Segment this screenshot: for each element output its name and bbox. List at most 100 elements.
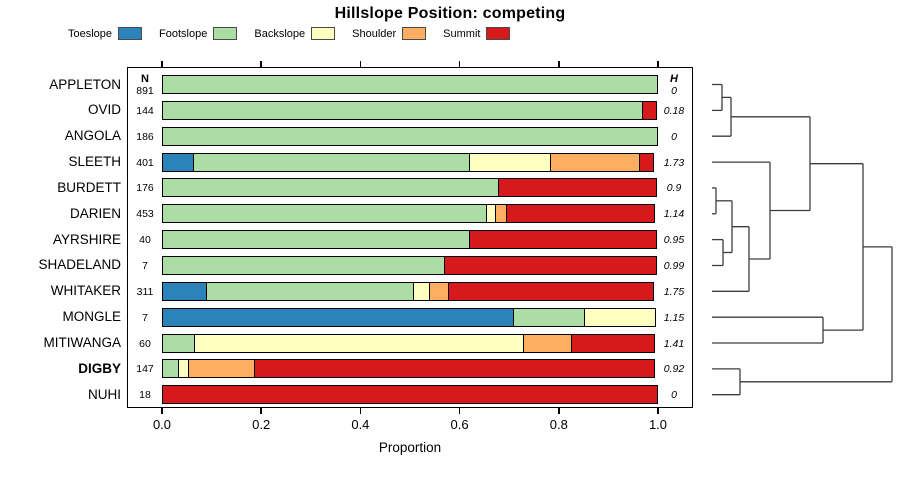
bar-segment-summit xyxy=(639,152,654,172)
bar-ovid xyxy=(162,100,657,120)
bar-mitiwanga xyxy=(162,333,655,353)
bar-segment-summit xyxy=(642,100,657,120)
x-axis-tick-label: 0.4 xyxy=(351,417,370,432)
row-label-burdett: BURDETT xyxy=(57,179,121,195)
bar-segment-footslope xyxy=(162,126,658,146)
legend-swatch-backslope xyxy=(311,27,336,40)
bar-angola xyxy=(162,126,658,146)
legend-item-summit: Summit xyxy=(443,27,511,40)
x-axis-tick-label: 0.2 xyxy=(252,417,271,432)
h-value-shadeland: 0.99 xyxy=(663,259,685,272)
x-axis-tick-label: 0.0 xyxy=(152,417,172,432)
x-axis-tick-bottom xyxy=(260,408,262,414)
x-axis-tick-top xyxy=(558,61,560,67)
row-label-nuhi: NUHI xyxy=(88,386,121,402)
bar-segment-backslope xyxy=(412,281,431,301)
bar-segment-shoulder xyxy=(188,359,256,379)
bar-segment-summit xyxy=(162,385,658,405)
legend-swatch-footslope xyxy=(213,27,238,40)
legend-label-footslope: Footslope xyxy=(159,27,208,40)
bar-segment-footslope xyxy=(162,359,180,379)
bar-segment-shoulder xyxy=(523,333,572,353)
h-value-ovid: 0.18 xyxy=(663,104,685,117)
legend-label-shoulder: Shoulder xyxy=(352,27,397,40)
x-axis-tick-bottom xyxy=(359,408,362,414)
bar-segment-summit xyxy=(570,333,655,353)
h-value-darien: 1.14 xyxy=(663,208,685,221)
bar-segment-footslope xyxy=(162,204,487,224)
bar-mongle xyxy=(162,307,656,327)
bar-shadeland xyxy=(162,255,657,275)
bar-segment-shoulder xyxy=(429,281,450,301)
bar-segment-summit xyxy=(448,281,654,301)
bar-segment-footslope xyxy=(193,152,470,172)
h-value-mongle: 1.15 xyxy=(663,311,685,324)
h-value-nuhi: 0 xyxy=(671,389,677,402)
legend-label-backslope: Backslope xyxy=(254,27,306,40)
x-axis-tick-bottom xyxy=(657,408,659,414)
bar-segment-footslope xyxy=(162,100,644,120)
h-value-mitiwanga: 1.41 xyxy=(663,337,685,350)
legend-swatch-toeslope xyxy=(118,27,143,40)
x-axis-tick-top xyxy=(458,61,461,67)
n-value-whitaker: 311 xyxy=(136,285,154,298)
x-axis-label: Proportion xyxy=(378,440,442,455)
bar-segment-footslope xyxy=(162,230,470,250)
x-axis-tick-label: 0.8 xyxy=(549,417,568,432)
h-value-appleton: 0 xyxy=(671,85,677,97)
bar-segment-backslope xyxy=(194,333,525,353)
x-axis-tick-label: 0.6 xyxy=(450,417,469,432)
n-value-ayrshire: 40 xyxy=(139,234,151,247)
n-value-nuhi: 18 xyxy=(139,389,151,402)
n-value-angola: 186 xyxy=(136,130,154,143)
bar-segment-toeslope xyxy=(162,307,515,327)
legend-swatch-shoulder xyxy=(402,27,427,40)
bar-darien xyxy=(162,204,655,224)
row-label-ayrshire: AYRSHIRE xyxy=(52,231,121,247)
row-label-shadeland: SHADELAND xyxy=(38,257,121,273)
n-value-appleton: 891 xyxy=(136,85,154,97)
row-label-mitiwanga: MITIWANGA xyxy=(43,335,122,350)
row-label-mongle: MONGLE xyxy=(62,309,121,325)
bar-segment-footslope xyxy=(162,255,445,275)
chart-title: Hillslope Position: competing xyxy=(334,5,566,22)
n-value-ovid: 144 xyxy=(136,104,154,117)
x-axis-tick-top xyxy=(260,61,262,67)
row-label-darien: DARIEN xyxy=(69,205,121,221)
bar-segment-footslope xyxy=(162,178,500,198)
h-value-digby: 0.92 xyxy=(663,363,685,376)
bar-segment-footslope xyxy=(162,333,196,353)
n-value-mitiwanga: 60 xyxy=(139,337,151,350)
bar-segment-summit xyxy=(254,359,655,379)
legend-item-shoulder: Shoulder xyxy=(352,27,427,40)
bar-segment-summit xyxy=(468,230,657,250)
row-label-ovid: OVID xyxy=(87,102,121,118)
bar-segment-summit xyxy=(443,255,657,275)
legend-label-summit: Summit xyxy=(443,27,481,40)
bar-segment-backslope xyxy=(469,152,552,172)
bar-segment-summit xyxy=(506,204,655,224)
h-value-angola: 0 xyxy=(671,130,677,143)
legend-label-toeslope: Toeslope xyxy=(68,27,113,40)
row-label-appleton: APPLETON xyxy=(49,76,121,92)
x-axis-tick-label: 1.0 xyxy=(648,417,668,432)
x-axis-tick-top xyxy=(161,61,163,67)
x-axis-tick-bottom xyxy=(558,408,560,414)
n-value-darien: 453 xyxy=(136,208,154,221)
bar-segment-backslope xyxy=(584,307,656,327)
bar-segment-footslope xyxy=(513,307,586,327)
n-value-mongle: 7 xyxy=(142,311,148,324)
chart-legend: Toeslope Footslope Backslope Shoulder Summit xyxy=(68,27,527,40)
row-label-sleeth: SLEETH xyxy=(68,154,121,170)
bar-segment-shoulder xyxy=(550,152,641,172)
bar-nuhi xyxy=(162,385,658,405)
bar-segment-summit xyxy=(498,178,657,198)
x-axis-tick-bottom xyxy=(161,408,163,414)
n-value-sleeth: 401 xyxy=(136,156,154,169)
legend-item-backslope: Backslope xyxy=(254,27,336,40)
n-value-digby: 147 xyxy=(136,363,154,376)
bar-burdett xyxy=(162,178,657,198)
h-column-header: H xyxy=(670,73,678,85)
x-axis-tick-top xyxy=(657,61,659,67)
legend-item-toeslope: Toeslope xyxy=(68,27,143,40)
